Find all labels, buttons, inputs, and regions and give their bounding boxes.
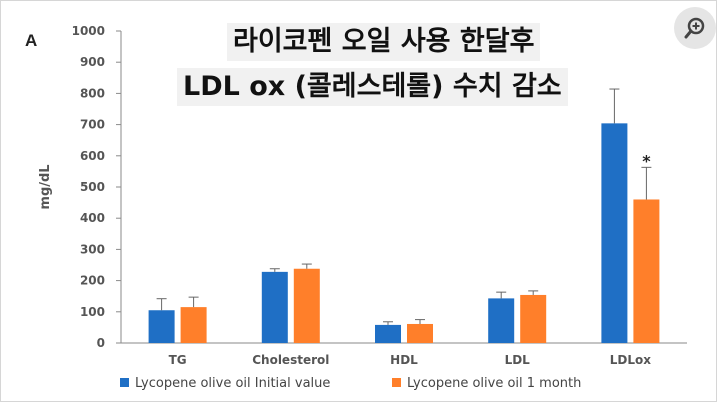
y-tick-label: 500 xyxy=(80,180,105,194)
bar-ldlox-one-month xyxy=(633,199,660,343)
panel-label: A xyxy=(25,31,38,50)
legend-item-one-month: Lycopene olive oil 1 month xyxy=(392,376,581,391)
y-tick-label: 800 xyxy=(80,86,105,100)
bar-tg-one-month xyxy=(180,307,207,343)
bar-ldl-one-month xyxy=(520,294,547,343)
x-tick-label-tg: TG xyxy=(169,353,187,367)
y-tick-label: 0 xyxy=(97,336,105,350)
bar-cholesterol-one-month xyxy=(293,268,320,343)
y-tick-label: 400 xyxy=(80,211,105,225)
legend-swatch-initial xyxy=(120,378,129,387)
y-tick-label: 100 xyxy=(80,305,105,319)
zoom-in-magnifier-icon xyxy=(684,17,705,39)
y-tick-label: 900 xyxy=(80,55,105,69)
bar-cholesterol-initial xyxy=(261,271,288,343)
bar-hdl-one-month xyxy=(407,323,433,343)
bar-ldlox-initial xyxy=(601,123,628,344)
x-tick-label-cholesterol: Cholesterol xyxy=(252,353,329,367)
y-axis-label: mg/dL xyxy=(38,164,53,209)
legend-label-one-month: Lycopene olive oil 1 month xyxy=(407,376,582,391)
legend-item-initial: Lycopene olive oil Initial value xyxy=(120,376,330,391)
x-tick-label-ldlox: LDLox xyxy=(610,353,651,367)
y-tick-label: 1000 xyxy=(72,24,105,38)
y-tick-label: 200 xyxy=(80,274,105,288)
bar-hdl-initial xyxy=(375,324,401,343)
bar-ldl-initial xyxy=(488,298,515,343)
x-tick-label-ldl: LDL xyxy=(505,353,531,367)
chart-title-line-2: LDL ox (콜레스테롤) 수치 감소 xyxy=(177,68,568,106)
chart-title-line-1: 라이코펜 오일 사용 한달후 xyxy=(227,23,541,61)
bar-tg-initial xyxy=(148,310,175,343)
y-tick-label: 700 xyxy=(80,118,105,132)
legend-label-initial: Lycopene olive oil Initial value xyxy=(135,376,331,391)
legend-swatch-one-month xyxy=(392,378,401,387)
y-tick-label: 600 xyxy=(80,149,105,163)
x-tick-label-hdl: HDL xyxy=(390,353,418,367)
y-tick-label: 300 xyxy=(80,242,105,256)
zoom-in-button[interactable] xyxy=(674,7,716,49)
significance-asterisk: * xyxy=(642,151,651,170)
